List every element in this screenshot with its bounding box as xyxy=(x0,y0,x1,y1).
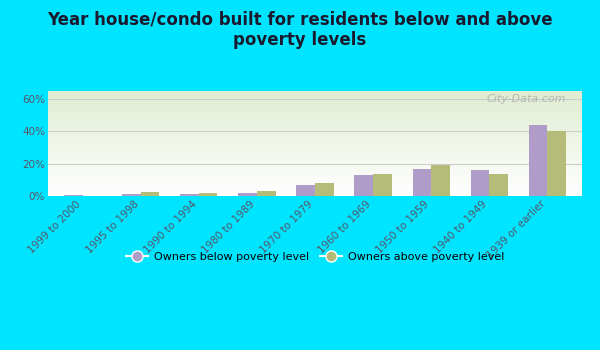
Bar xyxy=(413,169,431,196)
Text: Year house/condo built for residents below and above
poverty levels: Year house/condo built for residents bel… xyxy=(47,10,553,49)
Bar xyxy=(529,125,547,196)
Bar xyxy=(489,174,508,196)
Bar xyxy=(296,185,315,196)
Bar xyxy=(547,131,566,196)
Bar xyxy=(199,193,217,196)
Bar xyxy=(373,174,392,196)
Bar xyxy=(431,164,449,196)
Bar xyxy=(141,192,160,196)
Legend: Owners below poverty level, Owners above poverty level: Owners below poverty level, Owners above… xyxy=(121,247,509,266)
Bar xyxy=(355,175,373,196)
Text: City-Data.com: City-Data.com xyxy=(487,94,566,104)
Bar xyxy=(257,191,275,196)
Bar xyxy=(315,183,334,196)
Bar xyxy=(64,195,83,196)
Bar xyxy=(238,193,257,196)
Bar xyxy=(181,194,199,196)
Bar xyxy=(122,194,141,196)
Bar xyxy=(470,170,489,196)
